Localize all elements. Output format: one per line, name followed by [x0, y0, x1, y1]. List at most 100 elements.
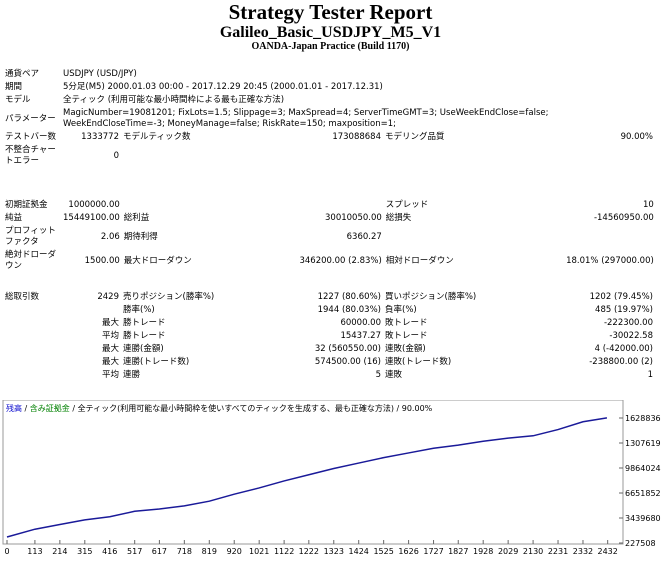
legend-entry: 全ティック(利用可能な最小時間枠を使いすべてのティックを生成する、最も正確な方法… — [78, 403, 394, 413]
x-tick-label: 819 — [202, 547, 217, 556]
value: -30022.58 — [609, 331, 653, 341]
label: プロフィットファクタ — [5, 226, 56, 247]
value: 5分足(M5) 2000.01.03 00:00 - 2017.12.29 20… — [63, 82, 383, 92]
y-tick-label: 16288369 — [625, 414, 661, 423]
label: 勝率(%) — [123, 305, 155, 315]
label: モデリング品質 — [385, 132, 445, 142]
x-tick-label: 1928 — [473, 547, 493, 556]
label: 不整合チャートエラー — [5, 145, 56, 166]
label: 敗トレード — [385, 318, 428, 328]
value: 6360.27 — [346, 231, 382, 242]
value: 最大 — [101, 318, 119, 328]
label: 期待利得 — [123, 231, 158, 242]
label: 連敗(金額) — [385, 344, 426, 354]
label — [121, 144, 261, 168]
value: 1000000.00 — [68, 200, 120, 210]
y-tick-label: 3439680 — [625, 514, 661, 523]
label: 相対ドローダウン — [385, 255, 454, 266]
value: 90.00% — [620, 132, 653, 142]
x-tick-label: 1222 — [299, 547, 319, 556]
label — [383, 144, 528, 168]
label: 連勝(金額) — [123, 344, 164, 354]
chart: 残高 / 含み証拠金 / 全ティック(利用可能な最小時間枠を使いすべてのティック… — [2, 400, 661, 556]
x-tick-label: 1424 — [349, 547, 369, 556]
label: 負率(%) — [385, 305, 417, 315]
x-tick-label: 517 — [127, 547, 142, 556]
value: 平均 — [101, 370, 119, 380]
value: 2429 — [97, 292, 119, 302]
value — [61, 304, 121, 317]
value: 60000.00 — [340, 318, 381, 328]
label: 敗トレード — [385, 331, 428, 341]
x-tick-label: 1021 — [249, 547, 269, 556]
report-section: 初期証拠金 1000000.00 スプレッド 10 純益 15449100.00 総利益 30… — [3, 199, 656, 273]
label: 連勝(トレード数) — [123, 357, 190, 367]
value: 485 (19.97%) — [595, 305, 653, 315]
value: USDJPY (USD/JPY) — [63, 69, 137, 79]
value: MagicNumber=19081201; FixLots=1.5; Slipp… — [63, 108, 549, 129]
value: 18.01% (297000.00) — [566, 255, 654, 266]
value: -14560950.00 — [593, 213, 654, 223]
value — [261, 144, 383, 168]
label: 総損失 — [385, 213, 412, 223]
x-tick-label: 1323 — [324, 547, 344, 556]
legend: 残高 / 含み証拠金 / 全ティック(利用可能な最小時間枠を使いすべてのティック… — [6, 403, 433, 413]
label: 売りポジション(勝率%) — [123, 292, 215, 302]
x-tick-label: 1626 — [398, 547, 418, 556]
value: 1227 (80.60%) — [317, 292, 381, 302]
x-tick-label: 920 — [227, 547, 242, 556]
label: 連敗(トレード数) — [385, 357, 452, 367]
label: モデルティック数 — [123, 132, 191, 142]
value: 4 (-42000.00) — [594, 344, 653, 354]
value: 1944 (80.03%) — [317, 305, 381, 315]
x-tick-label: 113 — [27, 547, 42, 556]
label: 連敗 — [385, 370, 403, 380]
label — [3, 369, 61, 382]
x-tick-label: 214 — [52, 547, 67, 556]
balance-line — [6, 417, 608, 538]
label — [3, 304, 61, 317]
value: 346200.00 (2.83%) — [299, 255, 382, 266]
label: 期間 — [5, 82, 23, 92]
x-tick-label: 718 — [177, 547, 192, 556]
x-tick-label: 2231 — [548, 547, 568, 556]
value: 10 — [642, 200, 654, 210]
x-tick-label: 1525 — [373, 547, 393, 556]
label: スプレッド — [385, 200, 429, 210]
label: 買いポジション(勝率%) — [385, 292, 477, 302]
x-tick-label: 2332 — [573, 547, 593, 556]
label — [384, 225, 529, 249]
value: -238800.00 (2) — [589, 357, 653, 367]
legend-entry: 90.00% — [402, 404, 433, 413]
broker: OANDA-Japan Practice (Build 1170) — [251, 41, 410, 52]
label: 勝トレード — [123, 331, 166, 341]
x-tick-label: 2029 — [498, 547, 518, 556]
value: 173088684 — [332, 132, 381, 142]
value: 1 — [647, 370, 653, 380]
report-section: 通貨ペア USDJPY (USD/JPY) 期間 5分足(M5) 2000.01.03… — [3, 68, 655, 168]
label — [3, 343, 61, 356]
y-tick-label: 227508 — [625, 539, 656, 548]
label: テストバー数 — [5, 132, 57, 142]
report-title: Strategy Tester Report — [228, 0, 433, 24]
x-tick-label: 1727 — [423, 547, 443, 556]
value: 1202 (79.45%) — [589, 292, 653, 302]
y-tick-label: 6651852 — [625, 489, 661, 498]
value: 1333772 — [81, 132, 119, 142]
label: 初期証拠金 — [5, 200, 48, 210]
value: 2.06 — [100, 231, 120, 242]
report-section: 総取引数 2429 売りポジション(勝率%) 1227 (80.60%) 買いポジション… — [3, 291, 655, 382]
x-tick-label: 1122 — [274, 547, 294, 556]
label: 最大ドローダウン — [123, 255, 192, 266]
label: 絶対ドローダウン — [5, 250, 57, 271]
x-tick-label: 0 — [4, 547, 9, 556]
x-tick-label: 416 — [102, 547, 117, 556]
y-tick-label: 13076196 — [625, 439, 661, 448]
label — [122, 199, 262, 212]
y-tick-label: 9864024 — [625, 464, 661, 473]
label — [3, 330, 61, 343]
x-tick-label: 2130 — [523, 547, 543, 556]
label: 連勝 — [123, 370, 141, 380]
value: 32 (560550.00) — [314, 344, 381, 354]
label: 純益 — [5, 213, 23, 223]
